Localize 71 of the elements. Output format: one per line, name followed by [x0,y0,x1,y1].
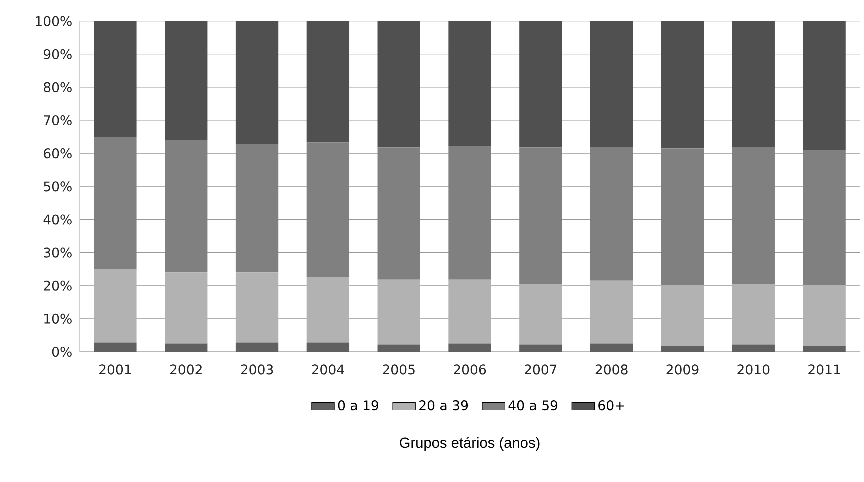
bar [236,342,279,352]
y-tick-label: 80% [44,82,72,92]
bar [520,344,562,352]
y-tick-label: 30% [44,248,72,258]
bar [661,148,704,286]
bar [306,142,350,277]
bar [732,284,775,345]
bar [732,21,775,147]
bar [306,21,350,143]
bar [165,272,208,344]
x-tick-label: 2011 [808,364,840,375]
bar [448,344,492,352]
bar [94,21,137,138]
bar [732,344,775,352]
bar [94,137,137,270]
bar [590,344,634,352]
bar [306,342,350,352]
bar [448,146,492,280]
x-tick-label: 2002 [170,364,202,375]
y-tick-label: 100% [36,16,72,26]
legend-label: 40 a 59 [508,400,558,411]
bar [803,346,846,352]
bar [165,140,208,273]
x-axis-title: Grupos etários (anos) [400,437,540,451]
bar [590,21,634,147]
y-tick-label: 60% [44,148,72,159]
x-tick-label: 2005 [383,364,415,375]
bar [94,342,137,352]
bar [590,146,634,281]
legend-label: 20 a 39 [420,400,468,411]
x-tick-label: 2003 [241,364,274,375]
bar [590,280,634,344]
bar [94,269,137,343]
bar [661,346,704,352]
x-tick-label: 2001 [100,364,132,375]
bar [661,285,704,346]
x-tick-label: 2009 [666,364,699,375]
y-tick-label: 90% [44,49,72,60]
legend-label: 0 a 19 [338,400,379,411]
x-tick-label: 2004 [312,364,344,375]
legend-label: 60+ [598,400,624,411]
bar [378,344,420,352]
y-tick-label: 40% [44,214,72,225]
x-tick-label: 2010 [738,364,770,375]
y-tick-label: 70% [44,115,72,126]
bar [165,21,208,140]
bar [448,21,492,146]
y-tick-label: 50% [44,182,72,192]
y-tick-label: 10% [44,314,72,324]
bar [378,280,420,345]
x-tick-label: 2006 [454,364,486,375]
bar [236,144,279,273]
y-tick-label: 0% [52,346,72,358]
bar [520,284,562,345]
bar [803,150,846,286]
bar [661,21,704,149]
bar [803,21,846,150]
x-tick-label: 2007 [524,364,557,375]
bar [236,272,279,343]
bar [520,148,562,284]
bar [378,21,420,148]
bar [306,276,350,343]
bar [732,146,775,284]
bar [448,280,492,344]
x-tick-label: 2008 [596,364,628,375]
bar [236,21,279,144]
bar [520,21,562,148]
bar [803,285,846,346]
bar [378,148,420,280]
bar [165,344,208,352]
y-tick-label: 20% [44,280,72,291]
